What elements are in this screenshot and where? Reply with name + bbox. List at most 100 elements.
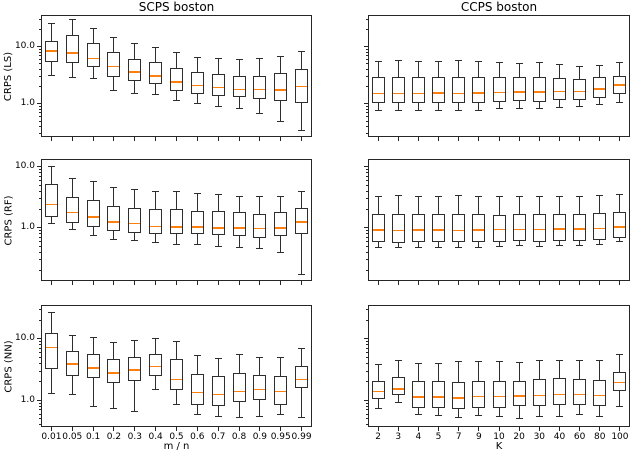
y-tick [366, 63, 368, 65]
x-tick [397, 281, 399, 285]
x-tick [518, 137, 520, 141]
median-line [574, 393, 586, 396]
y-tick [366, 347, 368, 349]
y-tick [366, 51, 368, 53]
x-tick-label: 5 [435, 432, 442, 442]
whisker-cap-lower [495, 415, 503, 417]
whisker-cap-upper [256, 57, 264, 59]
x-tick [238, 281, 240, 285]
box [295, 68, 309, 103]
whisker-lower [558, 240, 560, 246]
x-tick [579, 137, 581, 141]
y-tick [39, 418, 41, 420]
whisker-lower [579, 404, 581, 415]
x-tick [259, 427, 261, 431]
whisker-cap-lower [110, 239, 118, 241]
whisker-cap-lower [277, 120, 285, 122]
whisker-lower [397, 394, 399, 403]
box [593, 380, 607, 407]
whisker-cap-lower [475, 246, 483, 248]
whisker-upper [134, 189, 136, 209]
x-tick [558, 427, 560, 431]
median-line [129, 369, 141, 371]
whisker-lower [155, 375, 157, 390]
y-tick [366, 405, 368, 407]
whisker-cap-upper [596, 195, 604, 197]
box [149, 208, 163, 234]
whisker-upper [71, 19, 73, 36]
whisker-upper [196, 355, 198, 374]
whisker-cap-upper [110, 187, 118, 189]
whisker-lower [301, 387, 303, 418]
x-tick [417, 427, 419, 431]
x-tick [155, 281, 157, 285]
whisker-upper [518, 63, 520, 78]
whisker-lower [155, 233, 157, 243]
y-tick [37, 227, 41, 229]
box [593, 213, 607, 241]
y-tick [366, 172, 368, 174]
whisker-upper [238, 59, 240, 76]
whisker-cap-lower [555, 415, 563, 417]
y-tick [366, 236, 368, 238]
y-tick [366, 120, 368, 122]
median-line [296, 378, 308, 381]
whisker-upper [397, 360, 399, 377]
whisker-cap-upper [555, 359, 563, 361]
x-tick [92, 281, 94, 285]
whisker-cap-lower [277, 413, 285, 415]
x-tick [458, 137, 460, 141]
whisker-cap-upper [616, 354, 624, 356]
box [552, 77, 566, 101]
y-tick [366, 344, 368, 346]
x-tick-label: 40 [553, 432, 566, 442]
whisker-cap-lower [414, 247, 422, 249]
box [492, 380, 506, 408]
whisker-lower [217, 95, 219, 107]
y-tick [39, 409, 41, 411]
box [371, 380, 385, 399]
y-tick [39, 120, 41, 122]
x-tick [619, 281, 621, 285]
whisker-upper [417, 61, 419, 77]
y-tick [39, 133, 41, 135]
whisker-lower [438, 408, 440, 416]
x-tick-label: 2 [375, 432, 381, 442]
whisker-lower [134, 80, 136, 94]
subplot-title-ccps: CCPS boston [460, 0, 538, 14]
whisker-lower [417, 103, 419, 111]
y-tick [39, 76, 41, 78]
box [190, 72, 204, 94]
box [128, 357, 142, 381]
whisker-cap-lower [596, 243, 604, 245]
whisker-cap-upper [277, 195, 285, 197]
whisker-cap-lower [89, 234, 97, 236]
whisker-cap-lower [535, 246, 543, 248]
whisker-upper [599, 360, 601, 380]
whisker-cap-upper [535, 196, 543, 198]
x-tick [134, 281, 136, 285]
median-line [191, 226, 203, 228]
whisker-upper [217, 58, 219, 75]
whisker-upper [458, 195, 460, 214]
whisker-cap-lower [89, 405, 97, 407]
whisker-lower [397, 103, 399, 111]
whisker-upper [478, 61, 480, 77]
x-tick [176, 137, 177, 141]
whisker-upper [113, 187, 115, 206]
x-tick [196, 427, 198, 431]
whisker-cap-lower [555, 244, 563, 246]
whisker-cap-upper [555, 195, 563, 197]
median-line [212, 393, 224, 396]
whisker-cap-lower [374, 407, 382, 409]
x-tick [196, 281, 198, 285]
whisker-upper [518, 196, 520, 215]
whisker-upper [498, 62, 500, 78]
whisker-cap-lower [256, 415, 264, 417]
box [211, 375, 225, 407]
median-line [433, 92, 445, 94]
whisker-upper [599, 65, 601, 78]
whisker-cap-lower [47, 392, 55, 394]
box [613, 372, 627, 392]
y-tick [39, 55, 41, 57]
